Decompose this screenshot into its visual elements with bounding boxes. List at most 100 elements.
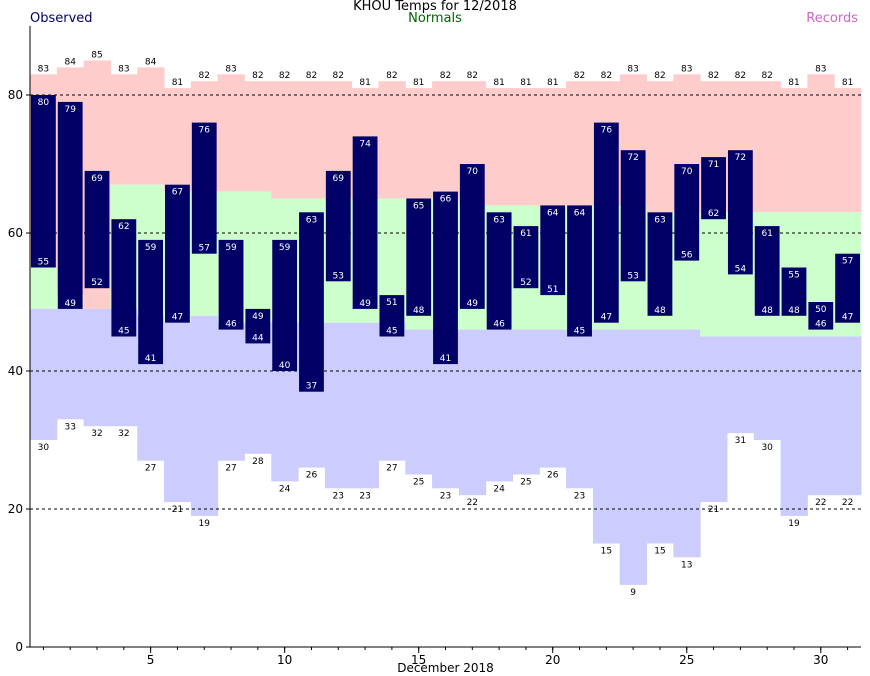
y-tick-label: 80 bbox=[8, 88, 23, 102]
record-low-band bbox=[646, 329, 674, 544]
x-tick-label: 15 bbox=[411, 653, 426, 667]
observed-bar bbox=[31, 95, 56, 268]
record-low-band bbox=[539, 329, 567, 468]
record-high-label: 82 bbox=[386, 71, 397, 81]
record-low-label: 19 bbox=[199, 519, 211, 529]
observed-high-label: 59 bbox=[225, 243, 237, 253]
observed-low-label: 47 bbox=[601, 313, 612, 323]
observed-bar bbox=[379, 295, 405, 337]
record-low-label: 23 bbox=[333, 491, 344, 501]
observed-low-label: 48 bbox=[761, 306, 773, 316]
observed-low-label: 54 bbox=[735, 264, 747, 274]
record-high-label: 82 bbox=[333, 71, 344, 81]
record-high-label: 83 bbox=[225, 64, 236, 74]
record-low-label: 24 bbox=[493, 484, 505, 494]
observed-bar bbox=[701, 157, 726, 220]
record-high-band bbox=[271, 81, 299, 199]
record-high-label: 83 bbox=[815, 64, 826, 74]
record-low-label: 32 bbox=[91, 429, 102, 439]
record-low-band bbox=[807, 336, 835, 496]
y-tick-label: 0 bbox=[15, 640, 23, 654]
x-tick-label: 30 bbox=[813, 653, 828, 667]
record-high-label: 82 bbox=[252, 71, 263, 81]
observed-high-label: 55 bbox=[788, 271, 799, 281]
observed-bar bbox=[540, 205, 566, 296]
record-low-label: 28 bbox=[252, 457, 264, 467]
observed-low-label: 52 bbox=[91, 278, 102, 288]
axes: 0 20 40 60 80 5 10 15 20 25 30 December 2018 bbox=[8, 26, 861, 675]
observed-bar bbox=[325, 170, 351, 282]
normal-band bbox=[30, 267, 58, 309]
record-high-band bbox=[485, 88, 514, 206]
observed-low-label: 53 bbox=[627, 271, 638, 281]
record-high-band bbox=[539, 88, 567, 206]
record-high-band bbox=[217, 74, 245, 192]
record-low-band bbox=[673, 329, 701, 558]
observed-low-label: 55 bbox=[38, 258, 49, 268]
record-high-label: 81 bbox=[413, 78, 424, 88]
record-high-band bbox=[834, 88, 862, 213]
observed-bar bbox=[352, 136, 378, 309]
observed-bar bbox=[299, 212, 324, 392]
record-high-label: 83 bbox=[118, 64, 129, 74]
record-low-label: 9 bbox=[630, 588, 636, 598]
observed-low-label: 49 bbox=[64, 299, 76, 309]
observed-bar bbox=[459, 164, 485, 309]
record-low-label: 19 bbox=[788, 519, 800, 529]
observed-low-label: 45 bbox=[118, 327, 129, 337]
record-low-label: 23 bbox=[440, 491, 451, 501]
record-high-label: 82 bbox=[306, 71, 317, 81]
record-high-label: 82 bbox=[735, 71, 746, 81]
record-high-label: 82 bbox=[199, 71, 210, 81]
observed-high-label: 72 bbox=[735, 153, 746, 163]
record-high-label: 82 bbox=[601, 71, 612, 81]
record-low-band bbox=[726, 336, 755, 434]
record-low-label: 21 bbox=[172, 505, 183, 515]
observed-low-label: 46 bbox=[493, 320, 505, 330]
observed-bar bbox=[620, 150, 646, 282]
observed-bar bbox=[593, 122, 619, 323]
observed-low-label: 41 bbox=[145, 354, 156, 364]
chart-title: KHOU Temps for 12/2018 bbox=[353, 0, 517, 14]
record-high-label: 81 bbox=[172, 78, 183, 88]
observed-bar bbox=[727, 150, 753, 275]
record-high-band bbox=[753, 81, 782, 213]
observed-low-label: 57 bbox=[199, 244, 210, 254]
record-low-label: 31 bbox=[735, 436, 746, 446]
record-high-label: 81 bbox=[547, 78, 558, 88]
record-low-band bbox=[244, 322, 272, 454]
record-low-band bbox=[834, 336, 862, 496]
record-high-band bbox=[780, 88, 808, 213]
observed-high-label: 62 bbox=[118, 222, 129, 232]
observed-high-label: 61 bbox=[761, 229, 772, 239]
observed-bar bbox=[57, 101, 83, 309]
record-low-label: 33 bbox=[64, 422, 75, 432]
record-low-band bbox=[485, 329, 514, 482]
observed-high-label: 80 bbox=[38, 98, 50, 108]
record-high-label: 81 bbox=[493, 78, 504, 88]
observed-bar bbox=[433, 191, 458, 365]
record-low-label: 15 bbox=[601, 547, 612, 557]
observed-high-label: 59 bbox=[279, 243, 291, 253]
record-low-label: 15 bbox=[654, 547, 665, 557]
record-high-band bbox=[807, 74, 835, 213]
observed-bars bbox=[31, 95, 860, 392]
record-high-label: 83 bbox=[38, 64, 49, 74]
observed-low-label: 40 bbox=[279, 361, 291, 371]
x-tick-label: 5 bbox=[147, 653, 155, 667]
record-low-label: 32 bbox=[118, 429, 129, 439]
observed-high-label: 64 bbox=[574, 208, 586, 218]
observed-high-label: 69 bbox=[333, 174, 345, 184]
observed-bar bbox=[513, 226, 539, 289]
observed-bar bbox=[781, 267, 807, 316]
data-labels: 83 30 80 55 84 33 79 49 85 32 69 52 83 32 62 45 84 27 59 41… bbox=[38, 51, 854, 598]
y-tick-label: 20 bbox=[8, 502, 23, 516]
x-tick-label: 10 bbox=[277, 653, 292, 667]
record-high-band bbox=[566, 81, 594, 206]
observed-bar bbox=[835, 253, 860, 323]
record-low-label: 22 bbox=[467, 498, 478, 508]
normal-band bbox=[700, 212, 728, 337]
legend-observed: Observed bbox=[30, 11, 93, 26]
observed-low-label: 45 bbox=[386, 327, 397, 337]
